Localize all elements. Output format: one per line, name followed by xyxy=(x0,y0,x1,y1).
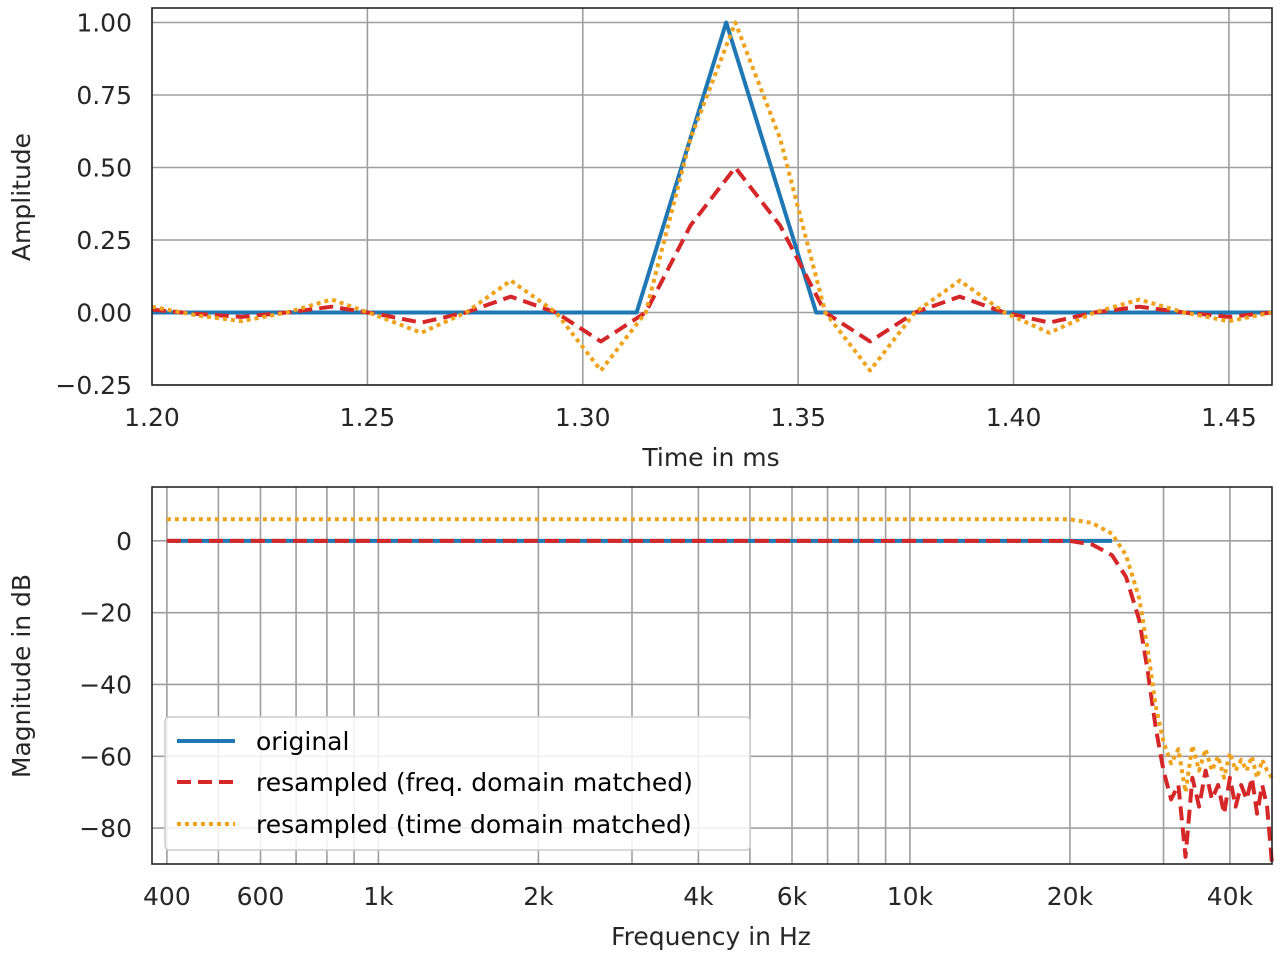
series-line-solid xyxy=(152,20,1272,315)
freq-series-lines xyxy=(166,517,1274,865)
legend-box xyxy=(164,716,751,851)
time-y-ticks: −0.25 0.00 0.25 0.50 0.75 1.00 xyxy=(55,9,132,401)
legend-label-time: resampled (time domain matched) xyxy=(256,810,692,839)
x-tick-label: 2k xyxy=(523,882,554,911)
y-tick-label: −60 xyxy=(79,742,132,771)
series-line-dashed xyxy=(166,538,1274,865)
legend: original resampled (freq. domain matched… xyxy=(164,716,751,851)
time-y-axis-label: Amplitude xyxy=(7,133,36,261)
x-tick-label: 10k xyxy=(887,882,934,911)
series-line-dotted xyxy=(166,517,1274,795)
series-line-dotted xyxy=(151,20,1273,373)
x-tick-label: 1.40 xyxy=(986,403,1042,432)
time-domain-plot: 1.20 1.25 1.30 1.35 1.40 1.45 −0.25 0.00 0.25 0.… xyxy=(7,7,1273,472)
x-tick-label: 1.35 xyxy=(770,403,826,432)
x-tick-label: 1.20 xyxy=(124,403,180,432)
x-tick-label: 1k xyxy=(363,882,394,911)
y-tick-label: −0.25 xyxy=(55,371,132,400)
y-tick-label: 0.50 xyxy=(76,154,132,183)
x-tick-label: 400 xyxy=(143,882,191,911)
x-tick-label: 40k xyxy=(1207,882,1254,911)
y-tick-label: −80 xyxy=(79,814,132,843)
x-tick-label: 4k xyxy=(683,882,714,911)
x-tick-label: 20k xyxy=(1047,882,1094,911)
x-tick-label: 6k xyxy=(777,882,808,911)
x-tick-label: 1.25 xyxy=(340,403,396,432)
freq-plot-frame xyxy=(151,486,1273,865)
y-tick-label: 1.00 xyxy=(76,9,132,38)
x-tick-label: 600 xyxy=(237,882,285,911)
y-tick-label: −20 xyxy=(79,599,132,628)
freq-x-ticks: 400 600 1k 2k 4k 6k 10k 20k 40k xyxy=(143,882,1254,911)
freq-x-axis-label: Frequency in Hz xyxy=(611,922,811,951)
y-tick-label: 0.00 xyxy=(76,299,132,328)
legend-label-freq: resampled (freq. domain matched) xyxy=(256,768,693,797)
y-tick-label: 0 xyxy=(116,527,132,556)
freq-y-ticks: −80 −60 −40 −20 0 xyxy=(79,527,132,843)
y-tick-label: −40 xyxy=(79,670,132,699)
y-tick-label: 0.75 xyxy=(76,81,132,110)
frequency-domain-plot: 400 600 1k 2k 4k 6k 10k 20k 40k −80 −60 −40 −20 0 Fr… xyxy=(7,486,1274,951)
x-tick-label: 1.30 xyxy=(555,403,611,432)
time-x-axis-label: Time in ms xyxy=(641,443,779,472)
time-series-lines xyxy=(151,20,1273,373)
time-x-ticks: 1.20 1.25 1.30 1.35 1.40 1.45 xyxy=(124,403,1257,432)
x-tick-label: 1.45 xyxy=(1201,403,1257,432)
time-plot-frame xyxy=(151,7,1273,386)
y-tick-label: 0.25 xyxy=(76,226,132,255)
freq-y-axis-label: Magnitude in dB xyxy=(7,574,36,778)
legend-label-original: original xyxy=(256,727,349,756)
series-line-dashed xyxy=(151,165,1273,344)
